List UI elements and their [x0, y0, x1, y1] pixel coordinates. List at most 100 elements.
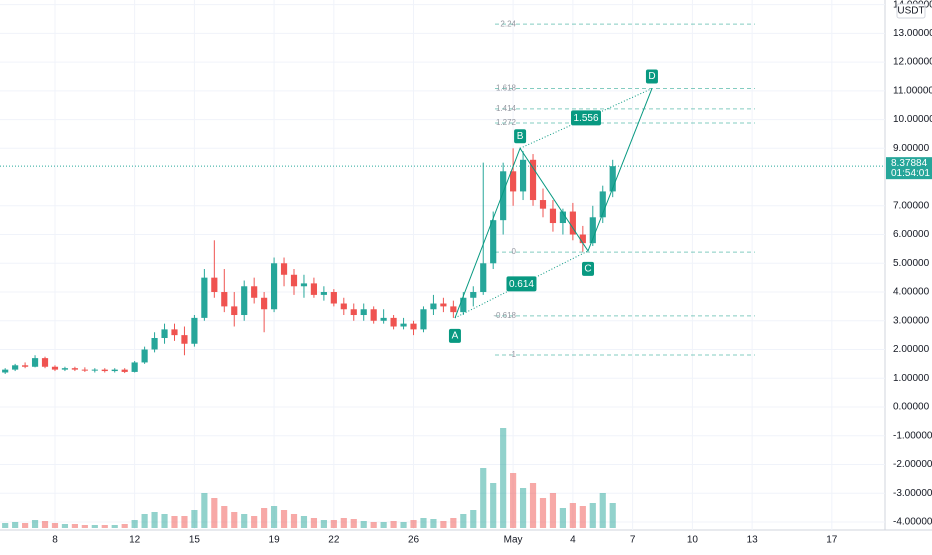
candle-body [529, 159, 537, 201]
candle-body [201, 277, 208, 318]
candle-body [490, 220, 497, 264]
x-tick-label: 22 [328, 535, 340, 546]
volume-bar [480, 468, 487, 528]
candle-body [151, 338, 158, 350]
volume-bar [221, 506, 228, 528]
point-label: C [584, 264, 591, 275]
volume-bar [2, 523, 9, 528]
volume-bar [430, 519, 437, 528]
candle-body [280, 263, 288, 275]
volume [2, 428, 616, 528]
volume-bar [280, 510, 288, 528]
volume-bar [310, 518, 318, 528]
candle-body [400, 323, 407, 327]
candle-body [270, 263, 278, 310]
candle-body [569, 211, 576, 235]
volume-bar [500, 428, 507, 528]
candle-body [231, 306, 238, 316]
candle-body [350, 309, 357, 316]
y-tick-label: 13.00000 [893, 28, 932, 39]
volume-bar [211, 498, 218, 528]
y-tick-label: 1.00000 [893, 373, 930, 384]
candle-body [31, 358, 39, 367]
candle-body [121, 369, 128, 372]
candle-body [290, 274, 298, 287]
candle-body [430, 303, 437, 310]
y-tick-label: 6.00000 [893, 229, 930, 240]
y-tick-label: 10.00000 [893, 114, 932, 125]
volume-bar [241, 514, 248, 528]
x-tick-label: 15 [189, 535, 201, 546]
volume-bar [390, 521, 397, 528]
fib-label: 1.618 [496, 84, 517, 93]
grid [0, 0, 885, 530]
x-tick-label: 19 [269, 535, 281, 546]
candle-body [440, 303, 447, 307]
pattern: 2.24 1.618 1.414 1.272 0 -0.618 -1 0.614 1.556 A B… [0, 19, 885, 359]
point-label: D [648, 71, 655, 82]
volume-bar [51, 523, 59, 528]
point-box [582, 261, 595, 276]
volume-bar [340, 518, 347, 528]
volume-bar [300, 516, 308, 528]
volume-bar [201, 493, 208, 528]
candle-body [470, 292, 477, 298]
volume-bar [609, 503, 616, 528]
volume-bar [161, 514, 168, 528]
candles [2, 148, 616, 374]
volume-bar [330, 520, 337, 528]
point-label: A [452, 331, 459, 342]
candle-body [599, 191, 606, 218]
candle-body [261, 297, 268, 310]
candle-body [579, 234, 586, 244]
ratio-box [506, 276, 537, 292]
candle-body [2, 369, 9, 373]
candle-body [500, 171, 507, 221]
candle-body [161, 329, 168, 339]
volume-bar [12, 522, 19, 528]
y-tick-label: -1.00000 [893, 430, 932, 441]
candle-body [91, 369, 98, 371]
volume-bar [579, 506, 586, 528]
point-box [514, 129, 527, 144]
x-tick-label: 13 [747, 535, 759, 546]
candle-body [141, 349, 148, 363]
volume-bar [539, 498, 547, 528]
y-tick-label: -4.00000 [893, 517, 932, 528]
candle-body [81, 369, 88, 371]
candle-body [320, 292, 327, 295]
volume-bar [61, 524, 69, 528]
volume-bar [569, 503, 576, 528]
pattern-line [454, 88, 653, 319]
volume-bar [320, 520, 327, 528]
volume-bar [151, 512, 158, 528]
volume-bar [420, 518, 427, 528]
volume-bar [131, 520, 138, 528]
candle-body [380, 317, 387, 321]
candle-body [589, 217, 596, 244]
volume-bar [121, 524, 128, 528]
candle-body [450, 306, 457, 313]
volume-bar [549, 493, 557, 528]
volume-bar [111, 525, 118, 528]
candle-body [181, 335, 188, 344]
volume-bar [519, 488, 527, 528]
candle-body [420, 309, 427, 330]
unit-box [896, 3, 926, 19]
volume-bar [290, 514, 298, 528]
candle-body [71, 368, 78, 370]
y-tick-label: 9.00000 [893, 143, 930, 154]
ratio-label: 1.556 [574, 113, 599, 124]
candle-body [410, 323, 417, 330]
candle-body [559, 211, 566, 224]
x-tick-label: 17 [826, 535, 838, 546]
x-tick-label: May [504, 535, 523, 546]
fib-label: 0 [512, 247, 517, 256]
candle-body [310, 283, 318, 295]
volume-bar [71, 524, 78, 528]
fib-label: 1.414 [496, 104, 517, 113]
volume-bar [251, 516, 258, 528]
y-tick-label: -3.00000 [893, 488, 932, 499]
